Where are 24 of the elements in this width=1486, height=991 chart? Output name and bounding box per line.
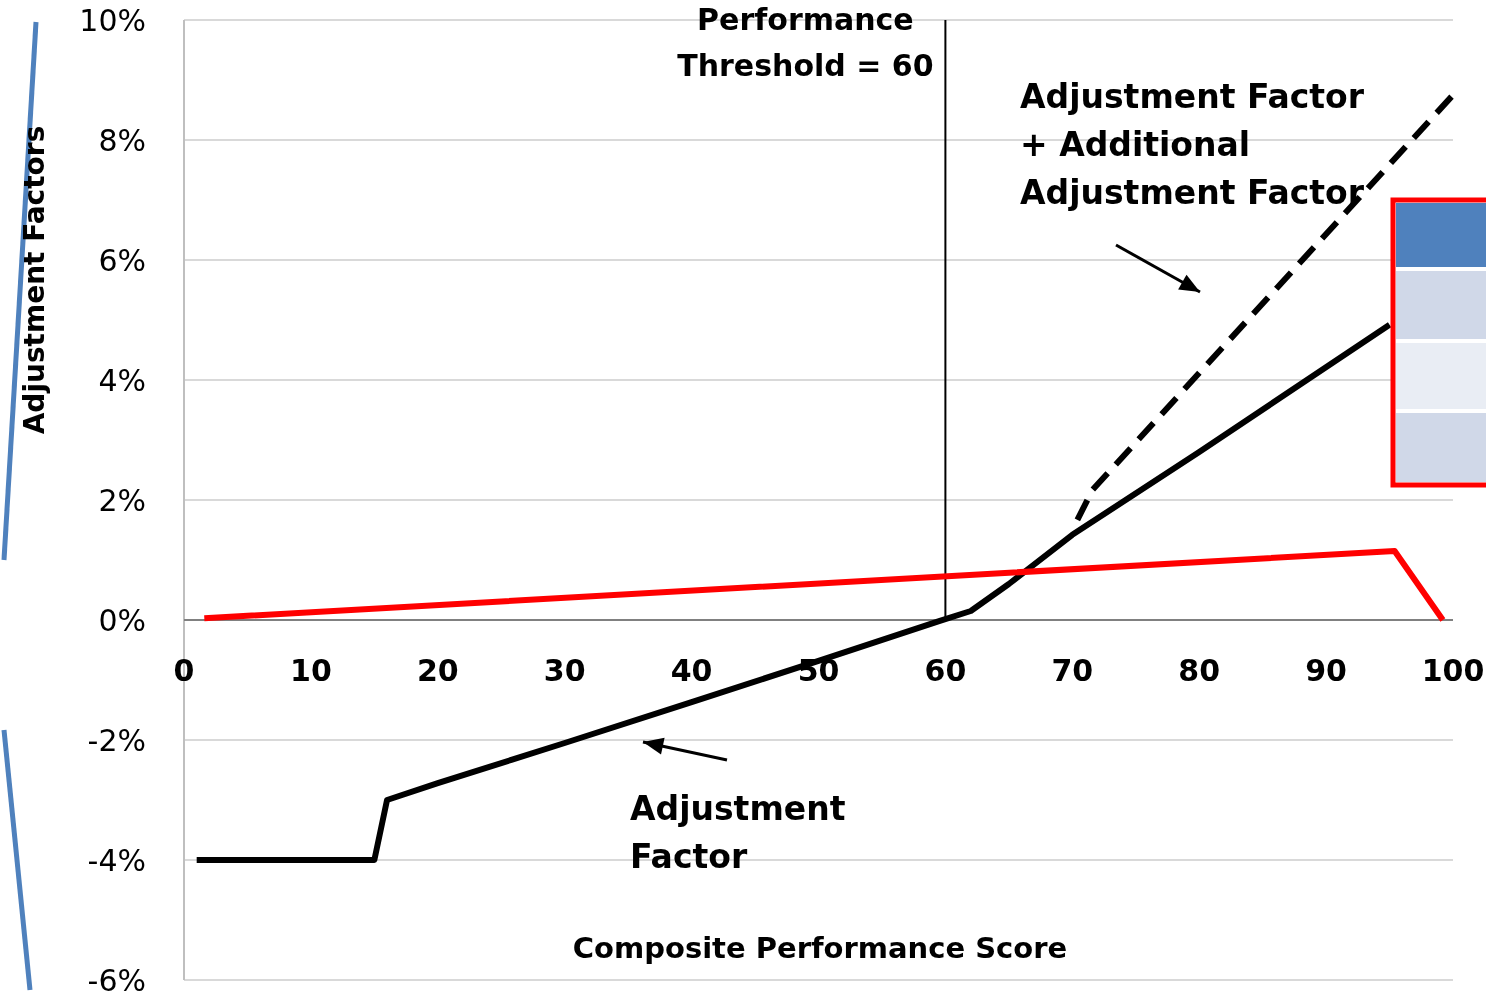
x-tick-label: 90 [1305,653,1347,688]
y-tick-label: 2% [98,483,146,518]
x-tick-label: 40 [670,653,713,688]
y-tick-label: 8% [98,123,146,158]
y-tick-label: -6% [87,963,146,991]
y-tick-label: 10% [79,3,146,38]
y-tick-label: 6% [98,243,146,278]
x-tick-label: 0 [173,653,195,688]
y-tick-label: -2% [87,723,146,758]
ref-line-label: Performance Threshold = 60 [677,2,934,83]
x-tick-label: 100 [1421,653,1485,688]
x-tick-label: 60 [924,653,967,688]
annotation: Adjustment Factor + Additional Adjustment Factor [1020,77,1365,212]
x-tick-label: 10 [290,653,332,688]
y-axis-title: Adjustment Factors [18,125,51,435]
x-tick-label: 80 [1178,653,1221,688]
x-axis-title: Composite Performance Score [572,931,1068,965]
y-tick-label: 0% [98,603,146,638]
y-tick-label: 4% [98,363,146,398]
annotation: Adjustment Factor [630,789,846,876]
x-tick-label: 20 [416,653,459,688]
x-tick-label: 70 [1051,653,1094,688]
x-tick-label: 30 [543,653,586,688]
y-tick-label: -4% [87,843,146,878]
